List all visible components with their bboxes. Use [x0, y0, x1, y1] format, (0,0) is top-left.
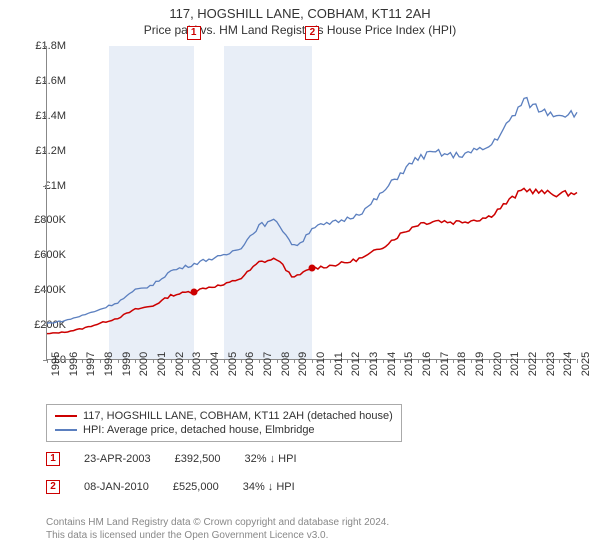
footer-copyright: Contains HM Land Registry data © Crown c… — [46, 516, 389, 529]
legend-swatch — [55, 415, 77, 417]
sale-marker: 2 — [46, 480, 60, 494]
chart-container: 117, HOGSHILL LANE, COBHAM, KT11 2AH Pri… — [0, 0, 600, 560]
sale-marker: 1 — [46, 452, 60, 466]
sale-price: £525,000 — [173, 481, 219, 493]
legend-row: 117, HOGSHILL LANE, COBHAM, KT11 2AH (de… — [55, 409, 393, 423]
legend-label: 117, HOGSHILL LANE, COBHAM, KT11 2AH (de… — [83, 410, 393, 422]
plot-area: 12 — [46, 46, 576, 360]
sale-row: 1 23-APR-2003 £392,500 32% ↓ HPI — [46, 452, 297, 466]
legend-row: HPI: Average price, detached house, Elmb… — [55, 423, 393, 437]
legend: 117, HOGSHILL LANE, COBHAM, KT11 2AH (de… — [46, 404, 402, 442]
legend-label: HPI: Average price, detached house, Elmb… — [83, 424, 315, 436]
legend-swatch — [55, 429, 77, 431]
sale-delta: 32% ↓ HPI — [245, 453, 297, 465]
sale-date: 23-APR-2003 — [84, 453, 151, 465]
sale-delta: 34% ↓ HPI — [243, 481, 295, 493]
sale-row: 2 08-JAN-2010 £525,000 34% ↓ HPI — [46, 480, 295, 494]
chart-title: 117, HOGSHILL LANE, COBHAM, KT11 2AH — [0, 0, 600, 21]
footer-licence: This data is licensed under the Open Gov… — [46, 529, 389, 542]
chart-svg — [47, 46, 577, 360]
sale-date: 08-JAN-2010 — [84, 481, 149, 493]
sale-price: £392,500 — [175, 453, 221, 465]
footer: Contains HM Land Registry data © Crown c… — [46, 516, 389, 542]
chart-subtitle: Price paid vs. HM Land Registry's House … — [0, 21, 600, 41]
